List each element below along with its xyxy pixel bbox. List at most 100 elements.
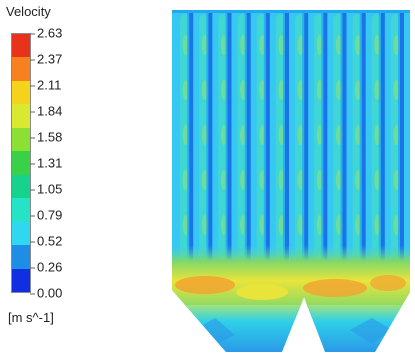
velocity-hotspot [370, 275, 406, 291]
velocity-spot [355, 35, 362, 55]
velocity-spot [316, 125, 323, 145]
column-edge [244, 10, 247, 268]
column-edge [398, 10, 400, 268]
velocity-spot [220, 35, 227, 55]
column-wall [342, 10, 347, 268]
velocity-spot [355, 170, 362, 190]
column-edge [283, 10, 285, 268]
velocity-spot [201, 35, 208, 55]
velocity-spot [240, 35, 247, 55]
color-scale-segment [12, 174, 30, 199]
legend-tick-label: 0.79 [29, 207, 63, 223]
velocity-spot [201, 125, 208, 145]
velocity-hotspot [303, 279, 367, 297]
velocity-spot [201, 215, 208, 235]
velocity-spot [297, 35, 304, 55]
color-scale-segment [12, 104, 30, 128]
column-wall [400, 10, 404, 268]
left-hopper [172, 305, 300, 352]
column-wall [227, 10, 232, 268]
legend-tick-label: 0.00 [29, 285, 63, 301]
column-wall [208, 10, 213, 268]
velocity-spot [182, 170, 189, 190]
legend-tick-label: 2.37 [29, 51, 63, 67]
velocity-spot [278, 125, 285, 145]
velocity-spot [316, 35, 323, 55]
velocity-spot [278, 80, 285, 100]
column-edge [206, 10, 209, 268]
velocity-spot [393, 215, 400, 235]
velocity-spot [220, 170, 227, 190]
column-wall [304, 10, 309, 268]
velocity-spot [220, 215, 227, 235]
column-wall [246, 10, 251, 268]
velocity-spot [374, 170, 381, 190]
velocity-spot [220, 80, 227, 100]
color-scale-segment [12, 127, 30, 152]
velocity-spot [355, 80, 362, 100]
color-scale-segment [12, 80, 30, 105]
column-wall [265, 10, 270, 268]
column-edge [378, 10, 381, 268]
top-edge [172, 10, 410, 13]
velocity-spot [201, 170, 208, 190]
hopper-eddy [195, 318, 235, 345]
velocity-spot [182, 215, 189, 235]
color-scale-segment [12, 57, 30, 81]
legend-tick-label: 0.26 [29, 259, 63, 275]
column-wall [380, 10, 385, 268]
contour-field [172, 10, 410, 352]
velocity-spot [278, 215, 285, 235]
column-wall [361, 10, 366, 268]
velocity-spot [278, 35, 285, 55]
velocity-spot [355, 125, 362, 145]
velocity-spot [335, 125, 342, 145]
column-wall [285, 10, 289, 268]
velocity-spot [335, 215, 342, 235]
color-scale-segment [12, 245, 30, 269]
color-scale-segment [12, 268, 30, 292]
velocity-spot [297, 170, 304, 190]
velocity-spot [355, 215, 362, 235]
column-wall [323, 10, 328, 268]
velocity-spot [278, 170, 285, 190]
velocity-spot [240, 80, 247, 100]
velocity-spot [297, 215, 304, 235]
legend-title: Velocity [6, 4, 51, 19]
velocity-spot [316, 80, 323, 100]
velocity-spot [259, 80, 266, 100]
velocity-spot [393, 170, 400, 190]
velocity-spot [259, 35, 266, 55]
velocity-spot [182, 80, 189, 100]
column-edge [187, 10, 190, 268]
legend-unit: [m s^-1] [8, 310, 54, 325]
column-edge [263, 10, 266, 268]
legend-tick-label: 1.31 [29, 155, 63, 171]
color-scale-segment [12, 221, 30, 246]
velocity-spot [374, 215, 381, 235]
color-scale-segment [12, 198, 30, 222]
column-edge [340, 10, 343, 268]
velocity-spot [182, 125, 189, 145]
velocity-spot [297, 80, 304, 100]
velocity-spot [374, 35, 381, 55]
velocity-spot [393, 35, 400, 55]
velocity-spot [374, 80, 381, 100]
velocity-spot [393, 80, 400, 100]
velocity-spot [201, 80, 208, 100]
velocity-spot [240, 215, 247, 235]
velocity-spot [259, 125, 266, 145]
velocity-spot [297, 125, 304, 145]
legend-tick-label: 1.84 [29, 103, 63, 119]
legend-tick-label: 2.11 [29, 77, 62, 93]
velocity-spot [259, 215, 266, 235]
column-wall [189, 10, 194, 268]
velocity-spot [316, 215, 323, 235]
legend-tick-label: 1.58 [29, 129, 63, 145]
velocity-spot [316, 170, 323, 190]
column-edge [359, 10, 362, 268]
legend-tick-label: 2.63 [29, 25, 63, 41]
velocity-spot [220, 125, 227, 145]
velocity-spot [393, 125, 400, 145]
